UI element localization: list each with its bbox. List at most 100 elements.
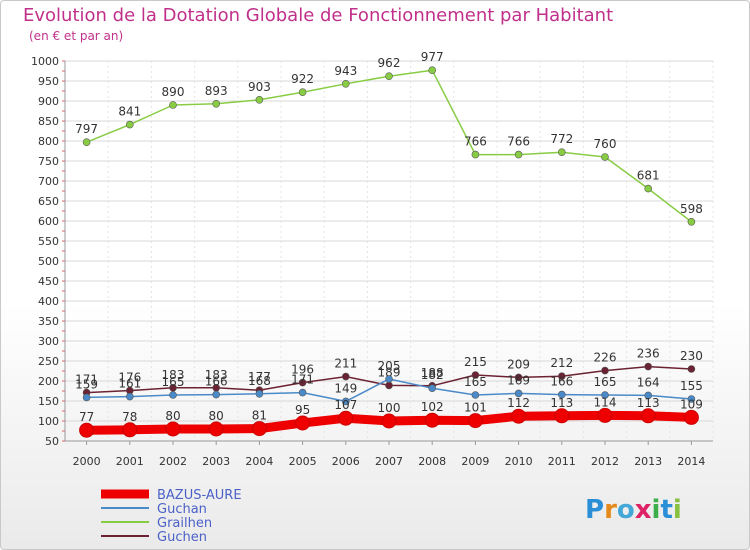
data-label: 841 [118,105,141,119]
x-tick-label: 2014 [677,455,705,468]
data-point [251,421,267,437]
data-label: 169 [507,373,530,387]
data-label: 78 [122,410,137,424]
x-tick-label: 2012 [591,455,619,468]
x-tick-label: 2002 [159,455,187,468]
data-label: 183 [162,368,185,382]
data-label: 196 [291,363,314,377]
x-tick-label: 2000 [73,455,101,468]
data-point [597,407,613,423]
data-label: 797 [75,122,98,136]
data-label: 113 [637,396,660,410]
data-label: 212 [550,356,573,370]
data-label: 112 [507,396,530,410]
data-label: 177 [248,370,271,384]
data-point [169,101,177,109]
data-label: 95 [295,403,310,417]
data-label: 166 [205,375,228,389]
x-tick-label: 2007 [375,455,403,468]
data-point [514,389,523,398]
data-label: 188 [421,366,444,380]
data-point [212,390,220,399]
data-point [255,96,264,104]
data-point [683,409,699,425]
legend-label: Guchan [157,502,207,517]
data-point [298,388,307,397]
data-point [341,80,350,88]
y-tick-label: 150 [38,395,59,408]
data-point [298,88,307,96]
data-label: 176 [118,371,141,385]
y-tick-label: 450 [38,275,59,288]
data-point [601,153,609,161]
data-label: 766 [507,135,530,149]
data-point [165,421,181,437]
data-label: 168 [248,374,271,388]
data-label: 165 [162,375,185,389]
y-tick-label: 400 [38,295,59,308]
data-point [428,384,437,393]
data-point [295,415,311,431]
data-label: 890 [162,85,185,99]
data-label: 922 [291,72,314,86]
y-tick-label: 850 [38,115,59,128]
data-point [557,148,566,156]
data-point [428,66,437,74]
legend-label: Guchen [157,530,207,545]
chart-title: Evolution de la Dotation Globale de Fonc… [23,5,614,26]
x-tick-label: 2006 [332,455,360,468]
y-tick-label: 800 [38,135,59,148]
x-tick-label: 2013 [634,455,662,468]
data-point [122,422,138,438]
y-tick-label: 600 [38,215,59,228]
data-label: 161 [118,377,141,391]
data-point [385,72,393,80]
data-label: 100 [378,401,401,415]
data-point [514,150,523,159]
data-label: 215 [464,355,487,369]
data-label: 159 [75,377,98,391]
y-tick-label: 700 [38,175,59,188]
y-tick-label: 750 [38,155,59,168]
data-label: 77 [79,410,94,424]
data-label: 149 [334,381,357,395]
data-point [212,100,220,108]
data-point [471,371,480,379]
data-point [644,362,653,371]
y-tick-label: 1000 [31,55,59,68]
data-point [511,408,527,424]
data-point [601,391,609,399]
x-tick-label: 2010 [505,455,533,468]
data-label: 209 [507,357,530,371]
y-tick-label: 300 [38,335,59,348]
data-point [640,408,656,424]
data-label: 226 [594,351,617,365]
data-label: 772 [550,132,573,146]
data-label: 962 [378,56,401,70]
data-point [687,395,696,403]
data-label: 80 [209,409,224,423]
y-tick-label: 550 [38,235,59,248]
data-label: 164 [637,375,660,389]
data-point [381,413,397,429]
data-point [79,422,95,438]
data-label: 102 [421,400,444,414]
data-point [557,390,566,399]
x-tick-label: 2004 [245,455,273,468]
data-label: 109 [680,397,703,411]
data-point [126,120,134,129]
x-tick-label: 2009 [461,455,489,468]
data-label: 230 [680,349,703,363]
data-label: 893 [205,84,228,98]
data-point [644,391,653,400]
data-point [687,365,696,373]
data-point [169,391,177,399]
data-label: 166 [550,375,573,389]
data-label: 155 [680,379,703,393]
data-label: 189 [378,365,401,379]
data-label: 113 [550,396,573,410]
legend-label: BAZUS-AURE [157,488,242,503]
y-tick-label: 250 [38,355,59,368]
